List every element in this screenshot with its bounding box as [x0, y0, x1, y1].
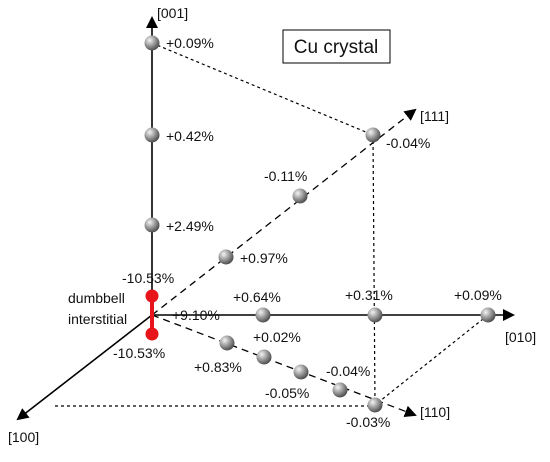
axis-110-line [151, 314, 417, 418]
dumbbell-top-value: -10.53% [122, 270, 174, 286]
atom-110-1 [219, 335, 235, 351]
dumbbell-label-line2: interstitial [68, 311, 127, 327]
value-110-1: +0.83% [194, 359, 242, 375]
value-010-1: +0.64% [233, 289, 281, 305]
value-010-2: +0.31% [345, 287, 393, 303]
value-001-1: +2.49% [166, 218, 214, 234]
title-box [282, 29, 391, 64]
atom-111-1 [218, 249, 234, 265]
atom-001-3 [144, 35, 160, 51]
atom-010-3 [480, 307, 496, 323]
axis-100-line [16, 314, 153, 421]
dumbbell-bottom-value: -10.53% [113, 345, 165, 361]
value-111-2: -0.11% [264, 168, 307, 184]
value-001-2: +0.42% [166, 128, 214, 144]
title-text: Cu crystal [294, 37, 378, 58]
dumbbell-atom-bottom [145, 327, 159, 341]
atom-110-5 [367, 397, 383, 413]
value-110-4: -0.04% [326, 363, 370, 379]
axis-111-line [151, 108, 417, 316]
atom-001-2 [144, 127, 160, 143]
axis-001-label: [001] [157, 5, 188, 21]
value-110-2: +0.02% [253, 329, 301, 345]
atom-010-2 [367, 307, 383, 323]
value-111-3: -0.04% [386, 135, 430, 151]
atom-110-3 [293, 364, 309, 380]
guide-line-010-110 [374, 314, 489, 406]
axis-010-label: [010] [505, 329, 536, 345]
value-010-3: +0.09% [454, 287, 502, 303]
origin-value: +9.10% [172, 307, 220, 323]
axis-111-label: [111] [420, 108, 449, 124]
atom-010-1 [255, 307, 271, 323]
dumbbell-atom-top [145, 289, 159, 303]
atom-111-3 [365, 127, 381, 143]
guide-line-111-110 [372, 134, 376, 406]
dumbbell-label-line1: dumbbell [68, 290, 125, 306]
atom-110-4 [332, 382, 348, 398]
atom-110-2 [256, 349, 272, 365]
atom-111-2 [292, 188, 308, 204]
atom-001-1 [144, 217, 160, 233]
value-110-3: -0.05% [265, 385, 309, 401]
axis-100-label: [100] [8, 429, 39, 445]
guide-line-001-111 [151, 42, 374, 136]
value-110-5: -0.03% [346, 414, 390, 430]
value-111-1: +0.97% [240, 250, 288, 266]
axis-110-label: [110] [420, 404, 450, 420]
value-001-3: +0.09% [166, 35, 214, 51]
